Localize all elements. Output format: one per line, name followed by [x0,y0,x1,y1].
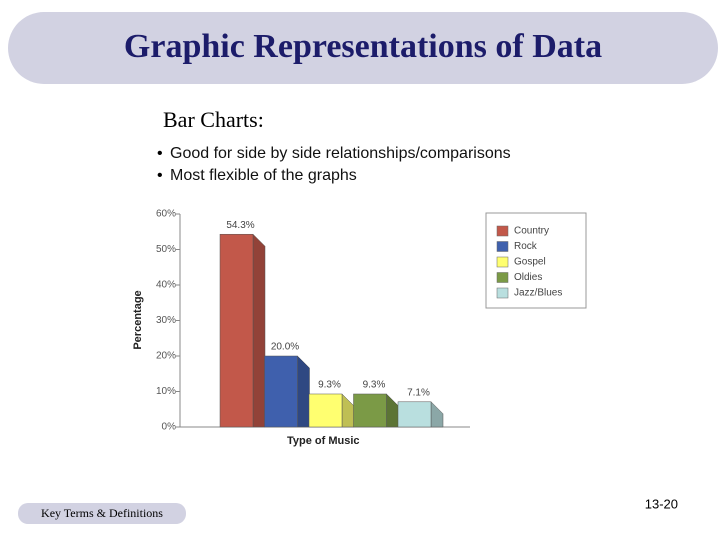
y-axis-label: Percentage [132,290,144,349]
footer: Key Terms & Definitions [41,506,163,520]
value-label: 9.3% [318,380,341,391]
legend-swatch [496,241,509,252]
title-banner [8,12,718,84]
bar [397,401,432,428]
bar [308,393,343,428]
legend-label: Country [514,226,549,237]
y-tick-label: 20% [156,351,176,362]
y-tick-label: 10% [156,386,176,397]
heading: Bar Charts: [163,107,264,132]
bullet-glyph: • [157,167,163,184]
bar-side [430,401,444,428]
bar-side [252,233,266,428]
bar-side [297,355,310,428]
legend-swatch [496,225,509,237]
bullet: Most flexible of the graphs [170,167,357,184]
legend-swatch [496,256,509,268]
value-label: 54.3% [226,220,254,231]
y-tick-label: 50% [156,244,176,255]
legend-swatch [496,272,509,283]
legend-label: Oldies [514,272,542,283]
legend-label: Rock [514,241,538,252]
legend-swatch [496,287,509,299]
bullet: Good for side by side relationships/comp… [170,145,511,162]
value-label: 9.3% [363,380,386,391]
legend-label: Gospel [514,257,546,268]
legend-label: Jazz/Blues [514,288,562,299]
bar [264,355,298,428]
bar [219,233,254,428]
y-tick-label: 0% [162,422,177,433]
slide-title: Graphic Representations of Data [124,28,602,65]
bar-side [386,393,399,428]
y-tick-label: 60% [156,209,176,220]
value-label: 20.0% [271,342,299,353]
y-tick-label: 40% [156,280,176,291]
y-tick-label: 30% [156,315,176,326]
bar [353,393,387,428]
x-axis-label: Type of Music [287,435,360,447]
bar-side [341,393,355,428]
page-number: 13-20 [645,496,678,511]
bullet-glyph: • [157,145,163,162]
value-label: 7.1% [407,387,430,398]
footer-banner [18,503,186,524]
